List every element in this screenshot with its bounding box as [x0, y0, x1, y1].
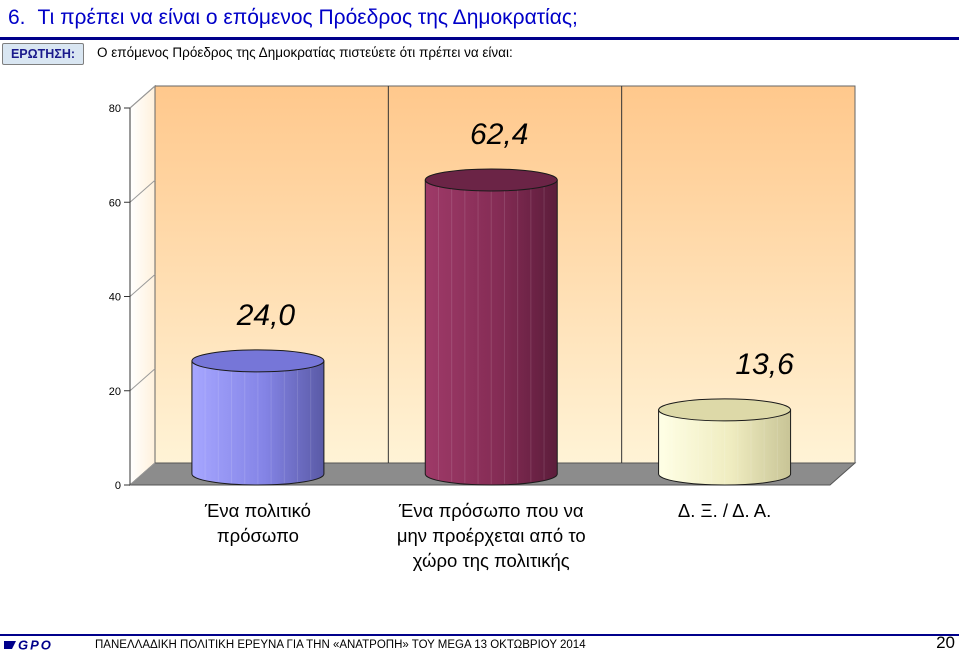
gpo-logo: GPO: [4, 638, 53, 652]
category-label-line: Ένα πολιτικό: [204, 500, 311, 521]
bar-chart: 0 20 40 60 80 24,0 62,4 13,6: [109, 84, 857, 492]
category-label-line: Ένα πρόσωπο που να: [398, 500, 584, 521]
bar-body: [424, 179, 558, 486]
bar-0: [191, 349, 325, 486]
title-divider: [0, 37, 959, 40]
bar-top: [658, 398, 792, 422]
y-tick-label: 0: [115, 480, 121, 492]
bar-top: [424, 168, 558, 192]
footer-text: ΠΑΝΕΛΛΑΔΙΚΗ ΠΟΛΙΤΙΚΗ ΕΡΕΥΝΑ ΓΙΑ ΤΗΝ «ΑΝΑ…: [95, 639, 586, 651]
value-label: 24,0: [236, 299, 296, 332]
question-text: Ο επόμενος Πρόεδρος της Δημοκρατίας πιστ…: [97, 45, 513, 60]
footer-divider: [0, 634, 959, 636]
value-label: 62,4: [470, 118, 528, 151]
gridline: [129, 85, 156, 109]
gridline: [129, 462, 156, 486]
gridline: [129, 179, 156, 203]
slide-number: 6.: [8, 6, 26, 29]
category-label: Ένα πρόσωπο που να μην προέρχεται από το χ…: [361, 498, 621, 573]
y-tick-label: 20: [109, 386, 121, 398]
bar-body: [191, 360, 325, 486]
question-badge: ΕΡΩΤΗΣΗ:: [2, 43, 84, 65]
gridline: [129, 368, 156, 392]
value-label: 13,6: [735, 348, 794, 381]
category-label-line: πρόσωπο: [216, 525, 299, 546]
bar-top: [191, 349, 325, 373]
y-tick-label: 80: [109, 103, 121, 115]
y-tick-label: 60: [109, 197, 121, 209]
y-tick-label: 40: [109, 292, 121, 304]
page-number: 20: [936, 633, 955, 652]
category-label: Ένα πολιτικό πρόσωπο: [128, 498, 388, 548]
bar-body: [658, 409, 792, 486]
slide-title: 6. Τι πρέπει να είναι ο επόμενος Πρόεδρο…: [0, 0, 959, 36]
category-label-line: Δ. Ξ. / Δ. Α.: [677, 500, 772, 521]
bar-2: [658, 398, 792, 486]
bar-1: [424, 168, 558, 486]
category-label-line: χώρο της πολιτικής: [412, 550, 570, 571]
gridline: [129, 274, 156, 297]
slide-title-text: Τι πρέπει να είναι ο επόμενος Πρόεδρος τ…: [37, 6, 578, 29]
logo-text: GPO: [18, 638, 53, 652]
category-label-line: μην προέρχεται από το: [396, 525, 586, 546]
category-label: Δ. Ξ. / Δ. Α.: [595, 498, 855, 523]
